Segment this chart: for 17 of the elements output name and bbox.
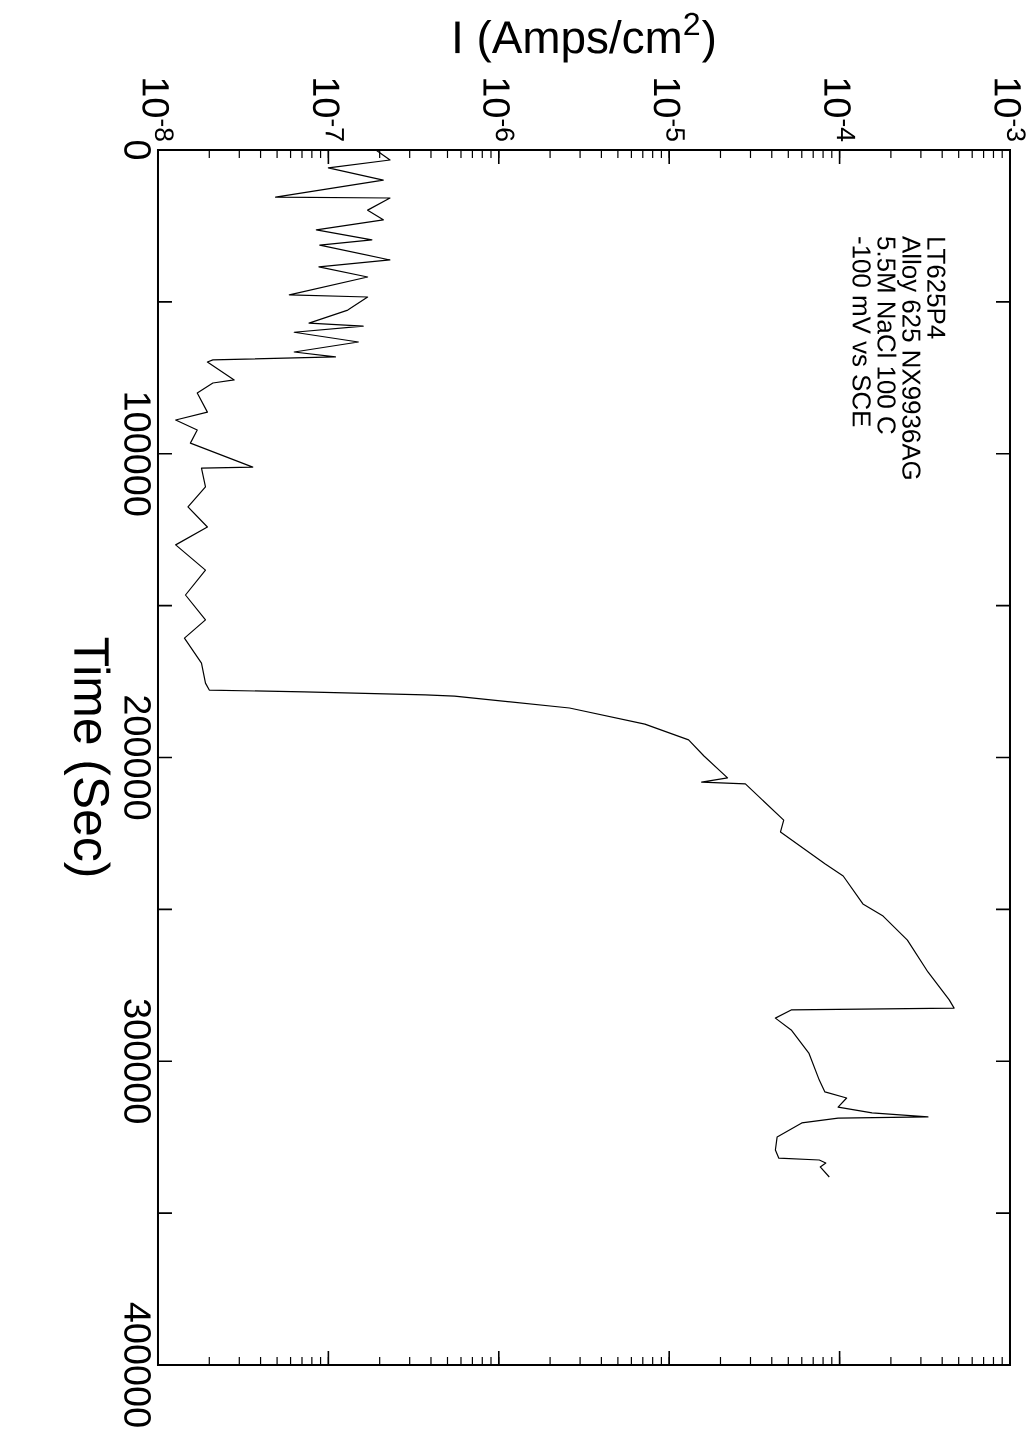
x-tick-label: 10$^{-8}$ [142, 79, 174, 141]
x-tick-label: 10$^{-4}$ [824, 79, 856, 142]
annotation: Alloy 625 NX9936AG [897, 236, 922, 479]
y-tick-label: 300000 [124, 999, 151, 1123]
annotation: 5.5M NaCl 100 C [877, 237, 897, 434]
x-tick-label: 10$^{-3}$ [994, 79, 1026, 141]
y-tick-label: 0 [124, 140, 151, 160]
annotation: LT625P4 [927, 238, 946, 339]
x-tick-label: 10$^{-7}$ [312, 79, 344, 141]
annotation: -100 mV vs SCE [852, 237, 871, 427]
y-axis-title: Time (Sec) [64, 637, 111, 876]
y-tick-label: 400000 [124, 1302, 151, 1427]
y-tick-label: 100000 [124, 393, 151, 516]
y-tick-label: 200000 [124, 696, 151, 820]
x-tick-label: 10$^{-5}$ [653, 79, 685, 141]
x-axis-title: I (Amps/cm$^{2}$) [455, 12, 715, 63]
x-tick-label: 10$^{-6}$ [483, 79, 515, 141]
